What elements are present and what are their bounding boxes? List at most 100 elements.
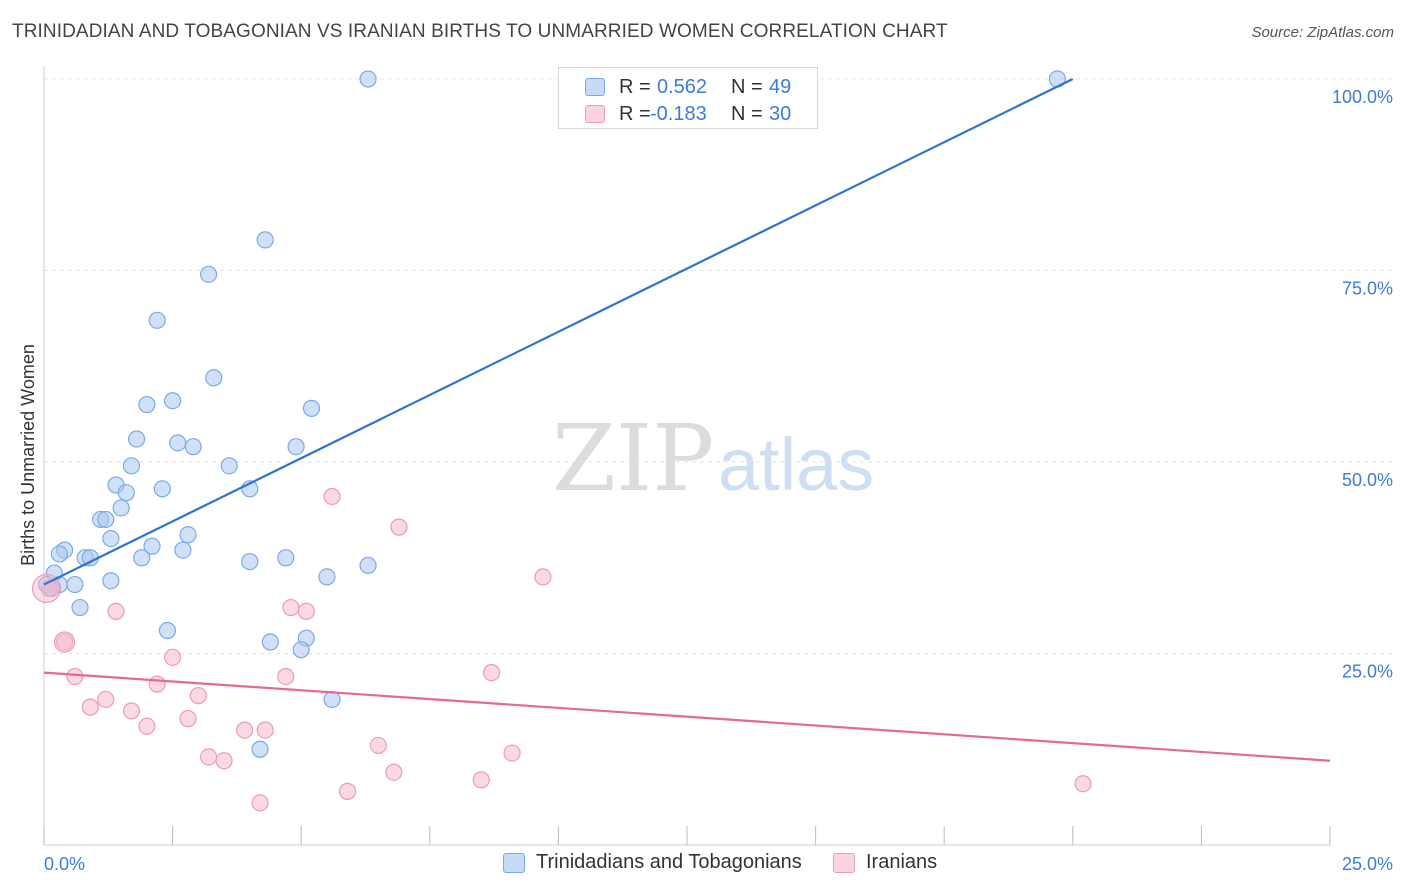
point-iranian	[503, 744, 521, 762]
chart-title: TRINIDADIAN AND TOBAGONIAN VS IRANIAN BI…	[12, 21, 948, 42]
point-iranian	[282, 598, 300, 617]
point-iranian	[53, 631, 76, 653]
point-iranian	[138, 717, 156, 735]
source-label: Source: ZipAtlas.com	[1251, 24, 1394, 41]
x-tick-label: 0.0%	[44, 854, 85, 874]
point-trinidadian	[50, 545, 69, 563]
point-trinidadian	[261, 633, 279, 651]
point-iranian	[534, 568, 552, 586]
point-iranian	[256, 721, 274, 739]
point-iranian	[148, 675, 166, 693]
point-trinidadian	[241, 552, 259, 571]
point-trinidadian	[220, 457, 238, 475]
y-tick-label: 75.0%	[1342, 279, 1393, 299]
legend-item-trinidadian: Trinidadians and Tobagonians	[503, 851, 802, 874]
point-iranian	[66, 667, 84, 686]
n-label: N =	[731, 75, 763, 98]
point-iranian	[251, 794, 269, 812]
point-trinidadian	[71, 598, 89, 617]
y-tick-label: 25.0%	[1342, 662, 1393, 682]
point-trinidadian	[102, 529, 120, 548]
point-iranian	[81, 698, 99, 716]
y-tick-label: 100.0%	[1332, 87, 1393, 107]
point-iranian	[390, 518, 408, 536]
point-iranian	[200, 748, 218, 766]
point-iranian	[97, 690, 115, 709]
point-iranian	[179, 710, 197, 728]
axes	[43, 66, 1331, 846]
point-trinidadian	[153, 480, 171, 498]
point-trinidadian	[184, 438, 202, 456]
point-iranian	[236, 721, 254, 739]
point-iranian	[122, 702, 141, 720]
legend-swatch-blue	[585, 78, 605, 96]
point-trinidadian	[164, 392, 182, 410]
point-iranian	[472, 771, 490, 789]
point-trinidadian	[112, 499, 130, 517]
point-iranian	[31, 573, 62, 603]
point-trinidadian	[251, 740, 269, 758]
tick-labels: 25.0% 50.0% 75.0% 100.0% 0.0% 25.0%	[44, 87, 1393, 874]
point-trinidadian	[292, 641, 310, 659]
point-trinidadian	[359, 70, 377, 88]
watermark-zip: ZIP	[552, 405, 714, 512]
point-iranian	[385, 763, 403, 781]
point-trinidadian	[127, 430, 146, 448]
y-axis-label: Births to Unmarried Women	[18, 344, 38, 566]
r-label: R =	[619, 75, 651, 98]
point-trinidadian	[318, 568, 336, 586]
point-iranian	[323, 487, 341, 506]
n-label: N =	[731, 102, 763, 125]
watermark-atlas: atlas	[718, 423, 874, 506]
point-trinidadian	[122, 457, 141, 475]
point-trinidadian	[102, 572, 120, 590]
n-value: 30	[769, 102, 792, 125]
legend-swatch-blue	[503, 852, 525, 873]
r-value: 0.562	[657, 75, 708, 98]
point-trinidadian	[200, 265, 218, 283]
point-trinidadian	[179, 526, 197, 544]
point-trinidadian	[138, 395, 156, 414]
point-trinidadian	[205, 369, 223, 387]
r-value: -0.183	[650, 102, 707, 125]
legend-swatch-pink	[833, 852, 855, 873]
point-trinidadian	[287, 438, 305, 456]
point-iranian	[338, 782, 357, 800]
trend-lines	[43, 78, 1331, 762]
point-trinidadian	[174, 541, 192, 559]
point-trinidadian	[133, 549, 151, 567]
point-trinidadian	[97, 510, 115, 529]
legend-item-iranian: Iranians	[833, 851, 937, 874]
point-iranian	[1074, 775, 1092, 793]
point-trinidadian	[143, 537, 161, 555]
stats-legend: R = 0.562 N = 49 R = -0.183 N = 30	[558, 67, 818, 129]
point-iranian	[277, 667, 295, 686]
trend-line-iranian	[43, 671, 1331, 762]
point-iranian	[369, 736, 387, 755]
point-trinidadian	[169, 434, 187, 452]
point-trinidadian	[148, 311, 166, 329]
legend-swatch-pink	[585, 105, 605, 123]
point-iranian	[297, 602, 315, 620]
point-trinidadian	[359, 556, 377, 575]
point-iranian	[107, 602, 125, 620]
point-trinidadian	[158, 621, 177, 640]
point-trinidadian	[256, 231, 274, 249]
point-iranian	[482, 664, 501, 682]
point-iranian	[215, 752, 233, 770]
trend-line-trinidadian	[43, 78, 1074, 586]
data-points	[31, 70, 1092, 812]
legend-label: Trinidadians and Tobagonians	[536, 851, 802, 873]
n-value: 49	[769, 75, 792, 98]
point-iranian	[189, 687, 207, 705]
point-trinidadian	[117, 484, 135, 502]
r-label: R =	[619, 102, 651, 125]
point-trinidadian	[66, 575, 84, 594]
y-tick-label: 50.0%	[1342, 470, 1393, 490]
point-trinidadian	[302, 399, 321, 417]
point-iranian	[164, 648, 182, 666]
x-tick-label: 25.0%	[1342, 854, 1393, 874]
legend-label: Iranians	[866, 851, 938, 873]
point-trinidadian	[277, 549, 295, 567]
